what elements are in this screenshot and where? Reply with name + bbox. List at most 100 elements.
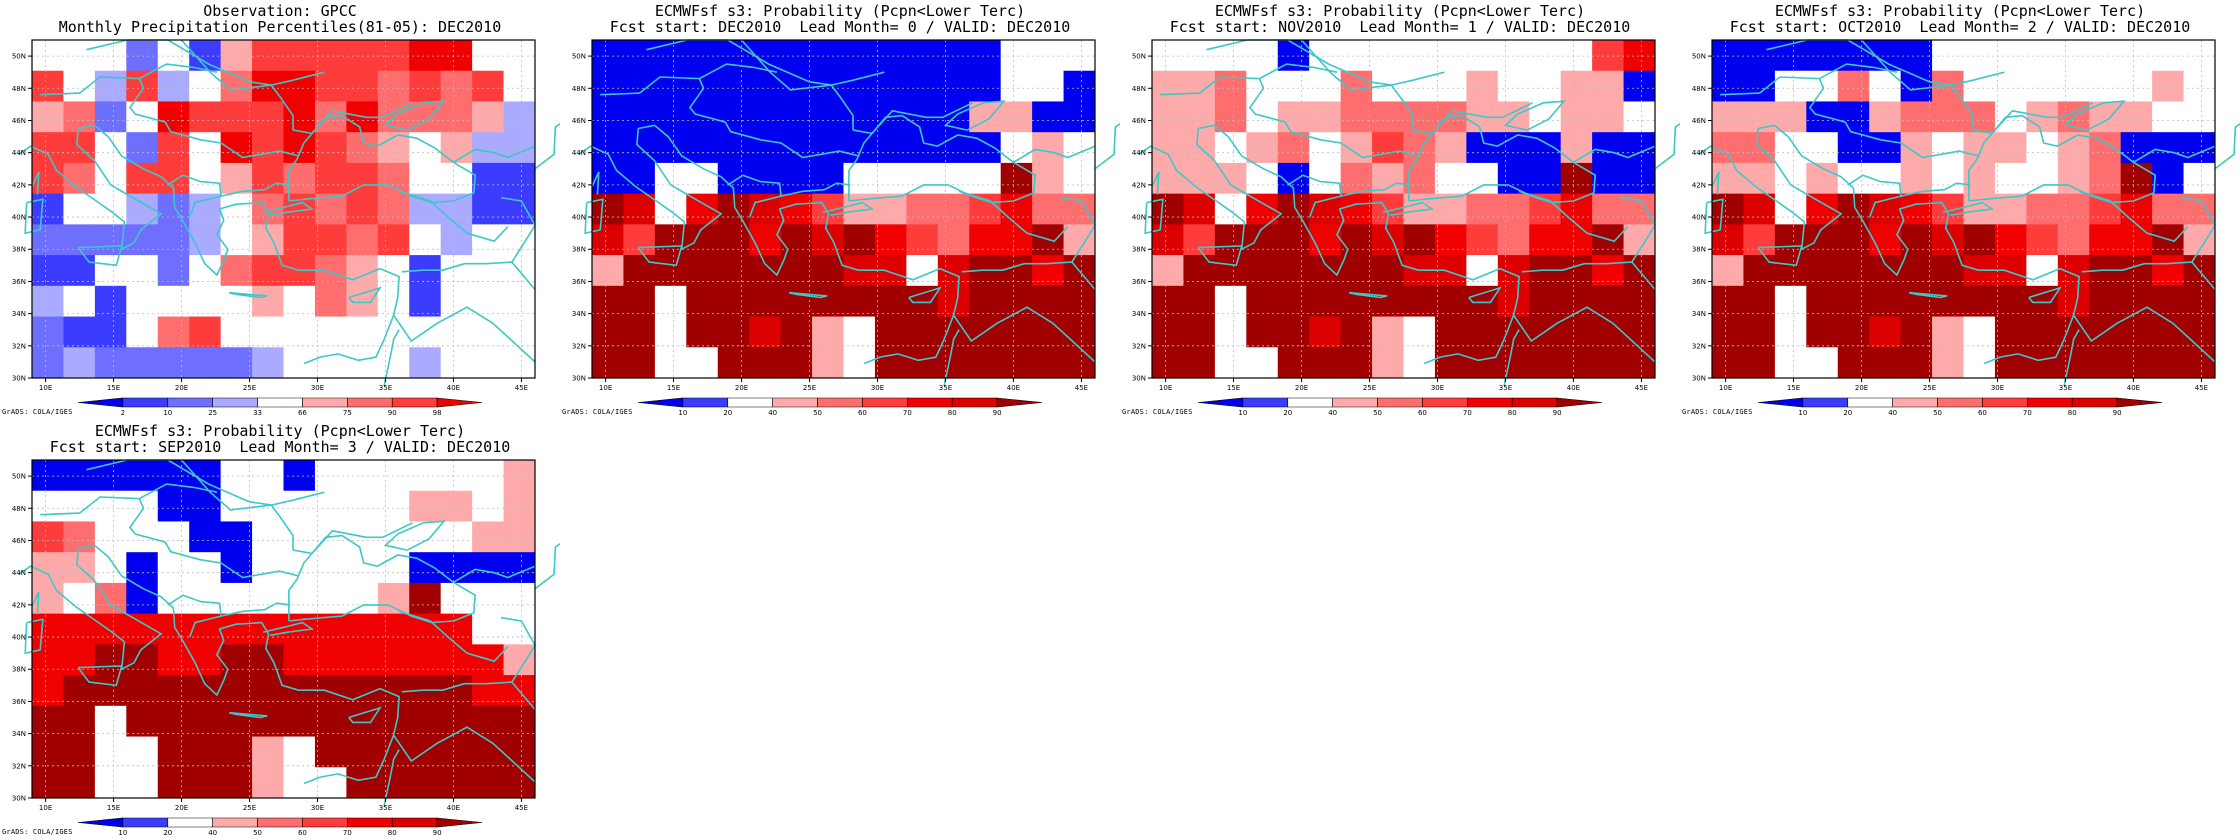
heatmap-cell	[1403, 101, 1436, 133]
heatmap-cell	[1963, 132, 1996, 164]
y-tick-label: 36N	[572, 278, 586, 286]
heatmap-cell	[686, 40, 719, 72]
colorbar-label: 70	[1463, 409, 1472, 417]
heatmap-cell	[346, 582, 379, 615]
coastline	[31, 171, 40, 195]
colorbar-swatch	[77, 817, 124, 828]
heatmap-cell	[189, 347, 222, 379]
heatmap-cell	[1837, 132, 1870, 164]
heatmap-cell	[94, 40, 127, 72]
coastline	[24, 618, 44, 655]
y-tick-label: 38N	[572, 246, 586, 254]
heatmap-cell	[2089, 347, 2122, 379]
heatmap-cell	[503, 490, 536, 522]
heatmap-cell	[1246, 316, 1279, 348]
heatmap-cell	[283, 644, 316, 676]
heatmap-cell	[1466, 162, 1499, 195]
heatmap-cell	[812, 40, 844, 72]
heatmap-cell	[377, 162, 410, 195]
coastline	[398, 190, 509, 243]
heatmap-cells	[1712, 40, 2216, 379]
heatmap-cell	[63, 224, 96, 256]
x-tick-label: 20E	[1295, 384, 1308, 392]
heatmap-cell	[937, 70, 970, 102]
heatmap-cell	[717, 132, 750, 164]
y-tick-label: 32N	[12, 762, 26, 770]
heatmap-cell	[1403, 316, 1436, 348]
heatmap-cell	[440, 736, 473, 768]
heatmap-cell	[1560, 162, 1593, 195]
heatmap-cell	[780, 162, 813, 195]
heatmap-cell	[843, 224, 876, 256]
heatmap-cell	[377, 460, 410, 492]
heatmap-cell	[812, 101, 844, 133]
coastline	[78, 544, 400, 785]
heatmap-cell	[126, 285, 159, 317]
heatmap-cell	[346, 644, 379, 676]
colorbar-swatch	[862, 397, 908, 408]
heatmap-cell	[906, 224, 939, 256]
coastline	[2081, 261, 2216, 291]
heatmap-cell	[409, 582, 442, 615]
chart-title: Observation: GPCC	[203, 2, 357, 20]
heatmap-cell	[314, 490, 347, 522]
heatmap-cell	[1592, 316, 1624, 348]
heatmap-cell	[472, 521, 504, 553]
heatmap-cell	[874, 132, 907, 164]
coastline	[1198, 124, 1520, 365]
panel-forecast-lead-2: ECMWFsf s3: Probability (Pcpn<Lower Terc…	[1680, 0, 2240, 420]
y-tick-label: 34N	[12, 730, 26, 738]
x-tick-label: 35E	[379, 384, 392, 392]
heatmap-cell	[94, 675, 127, 707]
heatmap-cell	[1032, 40, 1064, 72]
coastline	[452, 565, 536, 583]
heatmap-cell	[1309, 70, 1342, 102]
heatmap-cell	[1152, 347, 1184, 379]
heatmap-cell	[1246, 40, 1279, 72]
heatmap-cell	[189, 132, 222, 164]
heatmap-cell	[252, 644, 284, 676]
heatmap-cell	[1497, 347, 1530, 379]
heatmap-cell	[1277, 101, 1310, 133]
heatmap-cell	[1623, 285, 1656, 317]
coastline	[348, 286, 382, 304]
heatmap-cell	[472, 40, 504, 72]
heatmap-cell	[1623, 101, 1656, 133]
heatmap-cell	[94, 132, 127, 164]
heatmap-cells	[1152, 40, 1656, 379]
heatmap-cell	[874, 285, 907, 317]
panel-forecast-lead-1: ECMWFsf s3: Probability (Pcpn<Lower Terc…	[1120, 0, 1680, 420]
map-gridlines	[32, 40, 535, 379]
heatmap-cell	[157, 285, 190, 317]
y-tick-label: 32N	[1692, 342, 1706, 350]
colorbar-label: 50	[1373, 409, 1382, 417]
heatmap-cell	[592, 316, 624, 348]
heatmap-cell	[32, 70, 64, 102]
heatmap-cell	[843, 285, 876, 317]
colorbar: 10 20 40 50 60 70 80 90	[1757, 397, 2163, 417]
heatmap-cell	[969, 40, 1002, 72]
heatmap-cell	[94, 285, 127, 317]
heatmap-cell	[409, 193, 442, 225]
heatmap-cell	[1994, 132, 2027, 164]
colorbar-swatch	[1511, 397, 1558, 408]
heatmap-cell	[969, 132, 1002, 164]
heatmap-cell	[1309, 347, 1342, 379]
heatmap-cell	[1152, 162, 1184, 195]
heatmap-cell	[592, 347, 624, 379]
coastline	[228, 291, 268, 299]
heatmap-cell	[2026, 347, 2059, 379]
heatmap-cell	[749, 255, 782, 287]
heatmap-cell	[1529, 347, 1562, 379]
colorbar-swatch	[436, 817, 483, 828]
heatmap-cell	[346, 613, 379, 645]
heatmap-cell	[1774, 224, 1807, 256]
heatmap-cell	[1592, 162, 1624, 195]
plot-frame	[31, 459, 536, 799]
heatmap-cell	[1529, 224, 1562, 256]
heatmap-cell	[1340, 40, 1373, 72]
heatmap-cell	[1340, 316, 1373, 348]
map-gridlines	[1152, 40, 1655, 379]
heatmap-cell	[157, 767, 190, 799]
coastline	[348, 706, 382, 724]
